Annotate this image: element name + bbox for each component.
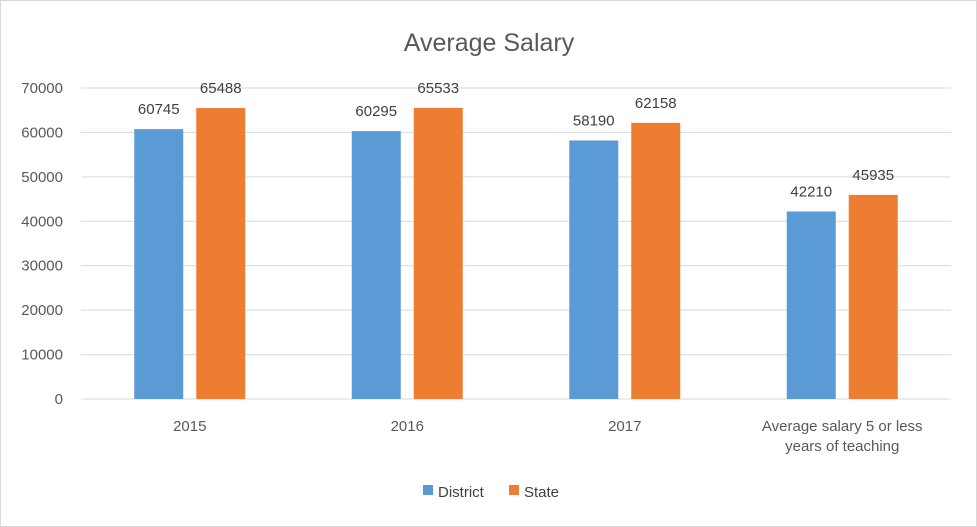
y-tick-label: 70000 bbox=[21, 80, 63, 97]
x-tick-label: 2015 bbox=[173, 418, 206, 435]
x-tick-label: Average salary 5 or less bbox=[762, 418, 923, 435]
y-tick-label: 20000 bbox=[21, 302, 63, 319]
data-label: 58190 bbox=[573, 112, 615, 129]
bar-state-3 bbox=[848, 194, 898, 399]
bar-district-0 bbox=[134, 129, 184, 399]
data-label: 42210 bbox=[790, 183, 832, 200]
x-tick-label: years of teaching bbox=[785, 438, 899, 455]
y-tick-label: 50000 bbox=[21, 169, 63, 186]
y-tick-label: 60000 bbox=[21, 124, 63, 141]
legend-swatch-state bbox=[509, 485, 519, 495]
y-tick-label: 10000 bbox=[21, 347, 63, 364]
bar-state-0 bbox=[196, 108, 246, 399]
data-label: 65488 bbox=[200, 80, 242, 97]
y-axis-ticks: 0 10000 20000 30000 40000 50000 60000 70000 bbox=[21, 80, 63, 408]
data-label: 60745 bbox=[138, 101, 180, 118]
bar-district-1 bbox=[351, 131, 401, 400]
legend: District State bbox=[423, 484, 559, 501]
bars bbox=[134, 107, 898, 400]
x-tick-label: 2017 bbox=[608, 418, 641, 435]
data-labels: 60745 65488 60295 65533 58190 62158 42210 45935 bbox=[138, 80, 894, 201]
y-tick-label: 0 bbox=[55, 391, 63, 408]
data-label: 65533 bbox=[417, 80, 459, 97]
data-label: 62158 bbox=[635, 95, 677, 112]
legend-label-state: State bbox=[524, 484, 559, 501]
data-label: 45935 bbox=[852, 167, 894, 184]
y-tick-label: 40000 bbox=[21, 213, 63, 230]
x-axis-ticks: 2015 2016 2017 Average salary 5 or less year… bbox=[173, 418, 923, 455]
bar-district-3 bbox=[786, 211, 836, 399]
bar-state-1 bbox=[413, 107, 463, 399]
chart-title: Average Salary bbox=[404, 29, 575, 57]
legend-label-district: District bbox=[438, 484, 485, 501]
bar-district-2 bbox=[569, 140, 619, 399]
bar-state-2 bbox=[631, 122, 681, 400]
data-label: 60295 bbox=[355, 103, 397, 120]
y-tick-label: 30000 bbox=[21, 258, 63, 275]
legend-swatch-district bbox=[423, 485, 433, 495]
x-tick-label: 2016 bbox=[391, 418, 424, 435]
